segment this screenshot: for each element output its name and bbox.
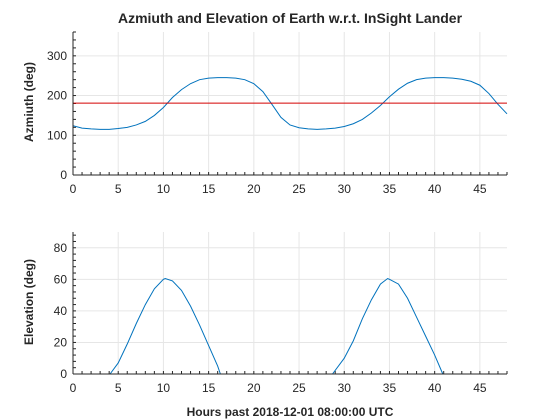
elevation-xtick-label: 10	[157, 381, 171, 395]
azimuth-xtick-label: 30	[338, 182, 352, 196]
azimuth-xtick-label: 15	[202, 182, 216, 196]
elevation-ytick-label: 60	[54, 272, 68, 286]
elevation-ytick-label: 0	[60, 367, 67, 381]
elevation-xtick-label: 25	[292, 381, 306, 395]
azimuth-xtick-label: 0	[70, 182, 77, 196]
azimuth-xtick-label: 25	[292, 182, 306, 196]
azimuth-xtick-label: 10	[157, 182, 171, 196]
elevation-ylabel: Elevation (deg)	[22, 259, 36, 345]
elevation-xtick-label: 35	[383, 381, 397, 395]
azimuth-panel: Azmiuth (deg) 0 5 10 15 20 25 30 35 40 45 0 100 200 3…	[22, 32, 507, 196]
elevation-series-line	[333, 279, 443, 374]
azimuth-ytick-label: 100	[47, 128, 67, 142]
azimuth-xtick-label: 45	[473, 182, 487, 196]
elevation-xtick-label: 20	[247, 381, 261, 395]
azimuth-ylabel: Azmiuth (deg)	[22, 62, 36, 142]
elevation-xtick-label: 30	[338, 381, 352, 395]
elevation-ytick-label: 40	[54, 304, 68, 318]
elevation-xtick-label: 45	[473, 381, 487, 395]
chart-title: Azmiuth and Elevation of Earth w.r.t. In…	[118, 10, 463, 26]
elevation-xtick-label: 5	[115, 381, 122, 395]
elevation-panel: Elevation (deg) 0 5 10 15 20 25 30 35 40 45 0 20 40 6…	[22, 232, 507, 395]
azimuth-xtick-label: 20	[247, 182, 261, 196]
azimuth-xtick-label: 35	[383, 182, 397, 196]
azimuth-ytick-label: 0	[60, 168, 67, 182]
azimuth-xtick-label: 40	[428, 182, 442, 196]
azimuth-ytick-label: 200	[47, 89, 67, 103]
elevation-ytick-label: 20	[54, 335, 68, 349]
elevation-series-line	[110, 279, 220, 374]
elevation-xtick-label: 0	[70, 381, 77, 395]
azimuth-ytick-label: 300	[47, 49, 67, 63]
chart-xlabel: Hours past 2018-12-01 08:00:00 UTC	[187, 405, 394, 419]
elevation-xtick-label: 40	[428, 381, 442, 395]
elevation-xtick-label: 15	[202, 381, 216, 395]
elevation-ytick-label: 80	[54, 241, 68, 255]
azimuth-xtick-label: 5	[115, 182, 122, 196]
